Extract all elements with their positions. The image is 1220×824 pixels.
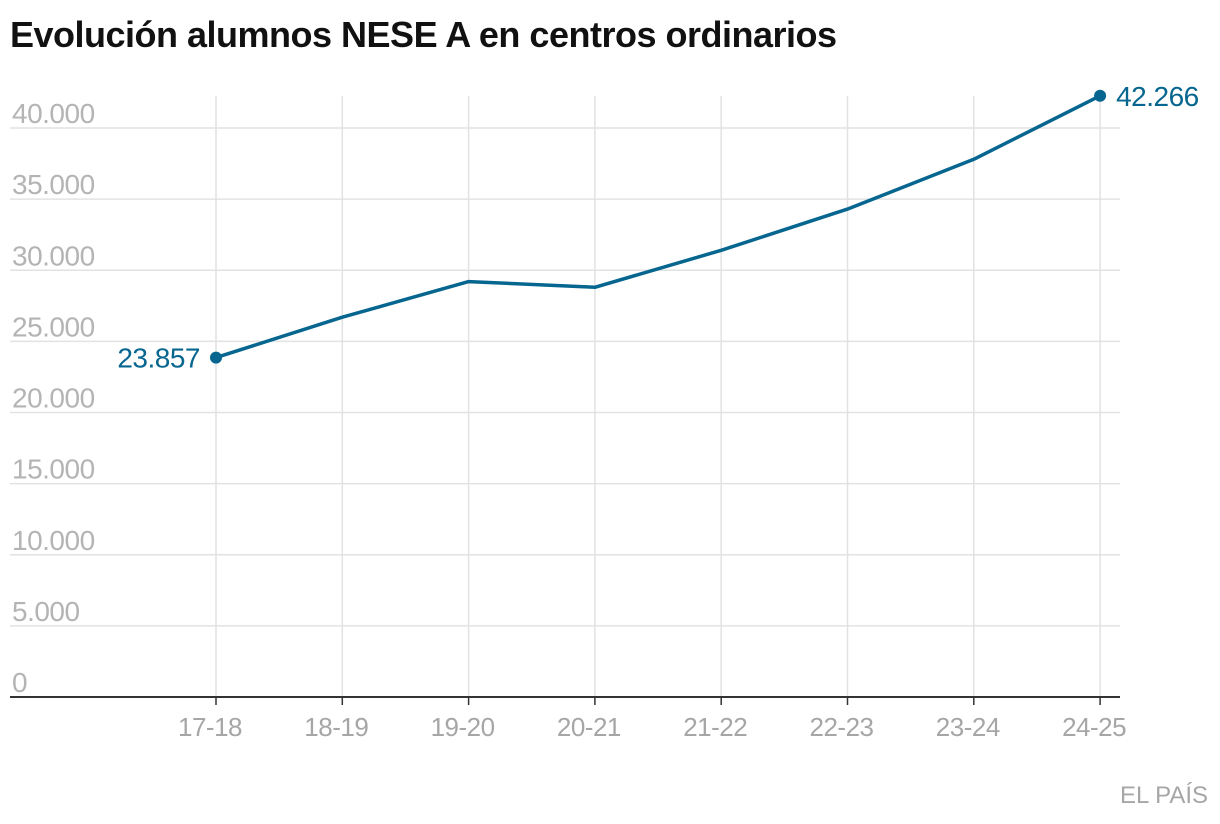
y-axis-tick-labels: 0 5.000 10.000 15.000 20.000 25.000 30.000 35.0… (12, 98, 95, 698)
data-points (210, 89, 1107, 364)
y-tick-label: 40.000 (12, 98, 95, 129)
data-label: 23.857 (117, 343, 200, 374)
x-tick-label: 24-25 (1062, 712, 1126, 742)
x-tick-label: 22-23 (810, 712, 874, 742)
data-point-marker (210, 351, 222, 364)
y-tick-label: 0 (12, 667, 27, 698)
y-tick-label: 30.000 (12, 240, 95, 271)
chart-title: Evolución alumnos NESE A en centros ordi… (10, 14, 837, 55)
y-tick-label: 10.000 (12, 525, 95, 556)
vertical-gridlines (215, 95, 1101, 697)
x-tick-label: 17-18 (178, 712, 242, 742)
x-axis-ticks (215, 697, 1101, 705)
x-tick-label: 20-21 (557, 712, 621, 742)
y-tick-label: 35.000 (12, 169, 95, 200)
data-point-marker (1094, 89, 1107, 102)
series-line (215, 94, 1101, 360)
horizontal-gridlines (10, 127, 1120, 627)
x-tick-label: 23-24 (936, 712, 1000, 742)
source-credit: EL PAÍS (1119, 782, 1208, 809)
y-tick-label: 5.000 (12, 596, 80, 627)
x-axis-tick-labels: 17-18 18-19 19-20 20-21 21-22 22-23 23-24 24-25 (178, 712, 1127, 742)
y-tick-label: 15.000 (12, 454, 95, 485)
data-labels: 23.857 42.266 (117, 81, 1199, 374)
y-tick-label: 25.000 (12, 311, 95, 342)
x-tick-label: 21-22 (683, 712, 747, 742)
x-tick-label: 18-19 (304, 712, 368, 742)
data-label: 42.266 (1116, 81, 1199, 112)
y-tick-label: 20.000 (12, 383, 95, 414)
x-tick-label: 19-20 (431, 712, 495, 742)
